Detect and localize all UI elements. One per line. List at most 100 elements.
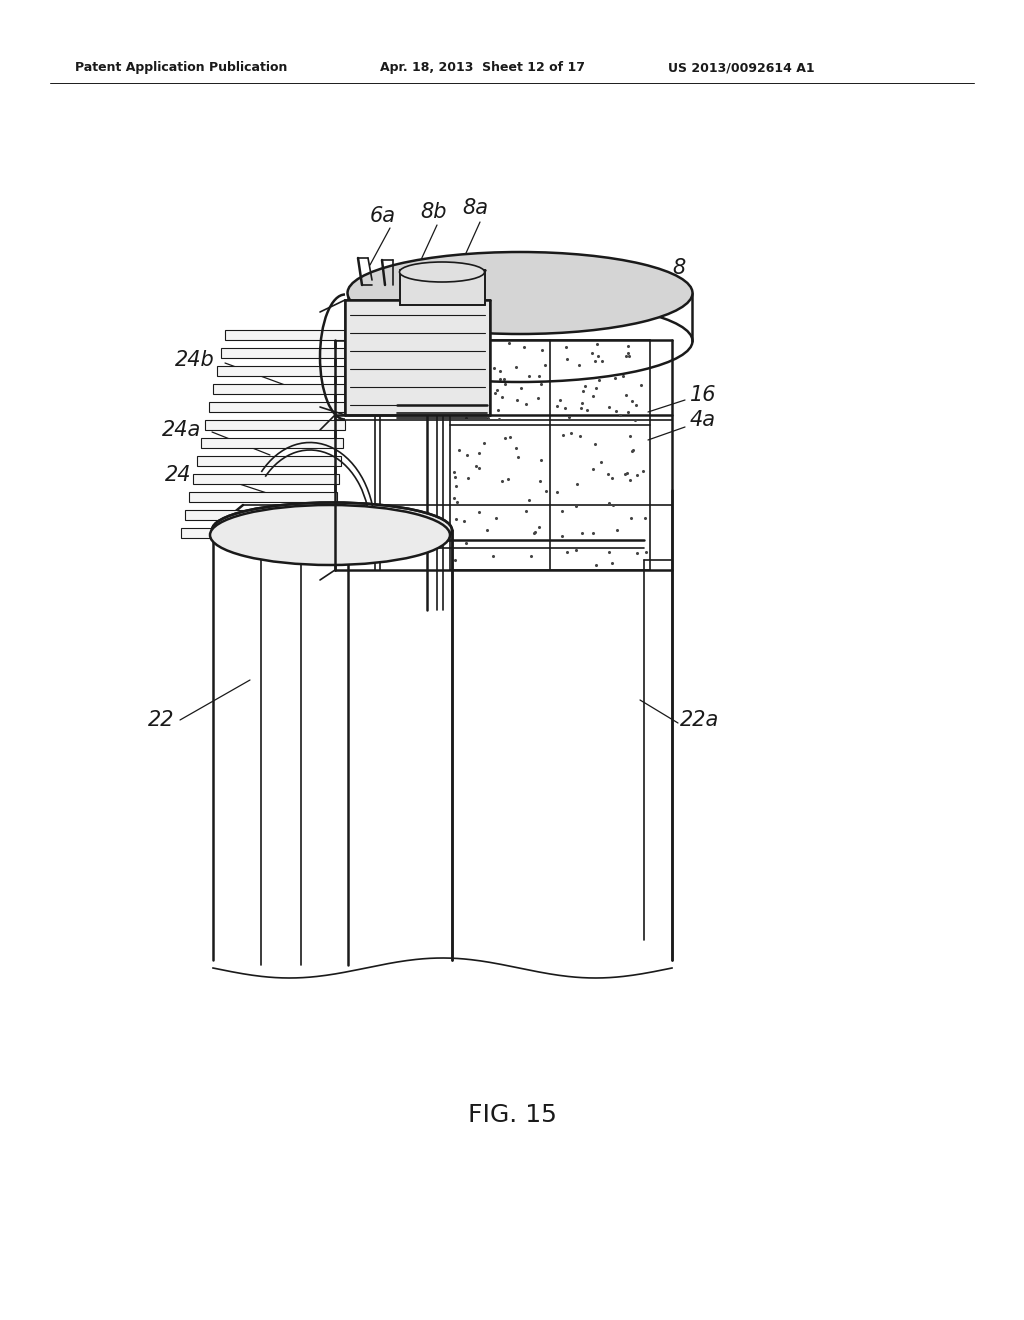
Point — [451, 347, 467, 368]
Point — [627, 409, 643, 430]
Polygon shape — [345, 300, 490, 414]
Point — [558, 541, 574, 562]
Point — [635, 461, 651, 482]
Point — [487, 508, 504, 529]
Point — [497, 428, 513, 449]
Point — [530, 516, 547, 537]
Point — [612, 404, 629, 425]
Point — [607, 367, 624, 388]
Point — [585, 459, 601, 480]
Polygon shape — [197, 455, 341, 466]
Point — [591, 370, 607, 391]
Point — [573, 392, 590, 413]
Point — [459, 445, 475, 466]
Ellipse shape — [347, 252, 692, 334]
Point — [467, 388, 483, 409]
Text: 22a: 22a — [680, 710, 719, 730]
Point — [508, 356, 524, 378]
Point — [633, 375, 649, 396]
Point — [479, 370, 496, 391]
Polygon shape — [185, 510, 335, 520]
Point — [617, 346, 634, 367]
Point — [530, 366, 547, 387]
Point — [496, 368, 512, 389]
Text: Apr. 18, 2013  Sheet 12 of 17: Apr. 18, 2013 Sheet 12 of 17 — [380, 62, 585, 74]
Point — [502, 333, 518, 354]
Ellipse shape — [399, 261, 484, 282]
Point — [447, 549, 464, 570]
Point — [622, 346, 638, 367]
Point — [472, 391, 488, 412]
Point — [559, 348, 575, 370]
Point — [449, 475, 465, 496]
Point — [445, 462, 462, 483]
Point — [495, 470, 511, 491]
Point — [579, 399, 595, 420]
Ellipse shape — [212, 503, 452, 557]
Text: Patent Application Publication: Patent Application Publication — [75, 62, 288, 74]
Point — [480, 404, 497, 425]
Point — [445, 487, 462, 508]
Point — [452, 384, 468, 405]
Point — [616, 463, 633, 484]
Point — [618, 463, 635, 484]
Point — [526, 521, 543, 543]
Point — [508, 438, 524, 459]
Point — [551, 389, 567, 411]
Point — [451, 440, 467, 461]
Point — [470, 362, 486, 383]
Text: 22: 22 — [148, 710, 174, 730]
Point — [558, 337, 574, 358]
Point — [501, 469, 517, 490]
Point — [567, 540, 584, 561]
Point — [447, 508, 464, 529]
Polygon shape — [189, 492, 337, 502]
Point — [585, 385, 601, 407]
Text: 8a: 8a — [462, 198, 488, 218]
Point — [604, 495, 621, 516]
Point — [608, 400, 625, 421]
Point — [549, 480, 565, 502]
Point — [617, 384, 634, 405]
Point — [521, 490, 538, 511]
Point — [569, 474, 586, 495]
Point — [620, 343, 636, 364]
Point — [604, 552, 621, 573]
Point — [587, 433, 603, 454]
Point — [622, 469, 638, 490]
Point — [629, 543, 645, 564]
Point — [458, 532, 474, 553]
Point — [537, 354, 553, 375]
Point — [624, 441, 640, 462]
Point — [621, 335, 637, 356]
Point — [572, 426, 589, 447]
Point — [497, 374, 513, 395]
Point — [502, 426, 518, 447]
Point — [638, 543, 654, 564]
Point — [488, 379, 505, 400]
Point — [585, 523, 601, 544]
Point — [490, 409, 507, 430]
Text: FIG. 15: FIG. 15 — [468, 1104, 556, 1127]
Point — [601, 396, 617, 417]
Point — [590, 346, 606, 367]
Text: 6a: 6a — [370, 206, 396, 226]
Point — [587, 351, 603, 372]
Text: 16: 16 — [690, 385, 717, 405]
Text: 8: 8 — [672, 257, 685, 279]
Polygon shape — [201, 438, 343, 447]
Point — [494, 387, 510, 408]
Point — [620, 401, 636, 422]
Polygon shape — [205, 420, 345, 430]
Point — [560, 407, 577, 428]
Point — [578, 375, 594, 396]
Point — [486, 358, 503, 379]
Point — [555, 425, 571, 446]
Point — [520, 366, 537, 387]
Point — [599, 463, 615, 484]
Point — [530, 388, 547, 409]
Point — [575, 380, 592, 401]
Point — [609, 519, 626, 540]
Point — [471, 442, 487, 463]
Point — [492, 360, 508, 381]
